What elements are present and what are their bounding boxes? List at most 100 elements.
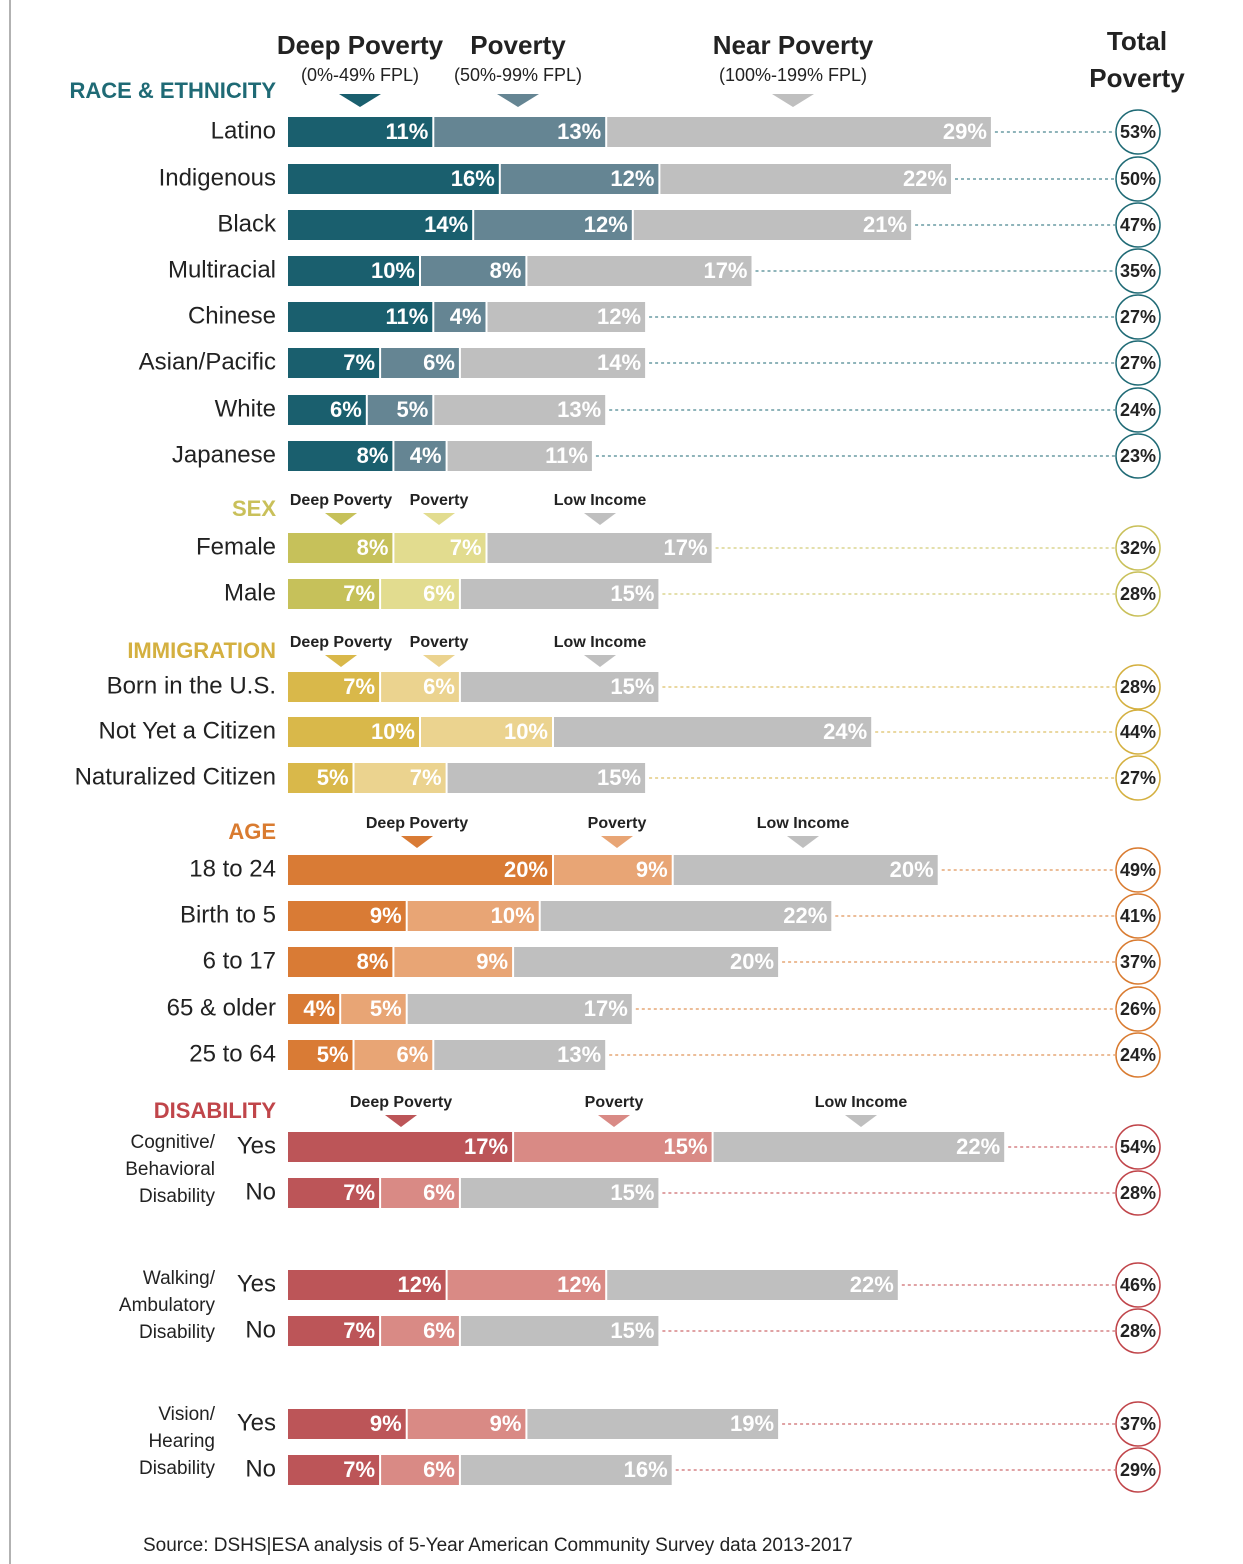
bar-segment [288,1178,380,1208]
category-label: Cognitive/ [131,1132,216,1153]
category-label: Disability [139,1186,216,1207]
value-label: 8% [490,258,522,283]
source: Source: DSHS|ESA analysis of 5-Year Amer… [143,1535,853,1556]
legend-marker [423,513,455,525]
bar-segment [381,348,459,378]
bar-segment [288,1132,513,1162]
legend-marker [772,94,814,107]
value-label: 20% [730,949,774,974]
row-label: Birth to 5 [180,901,276,928]
legend-label: Poverty [588,815,647,832]
total-label: 28% [1120,677,1156,697]
value-label: 6% [423,350,455,375]
bar-segment [514,947,779,977]
total-label: 44% [1120,722,1156,742]
category-label: Behavioral [125,1159,215,1180]
value-label: 20% [890,857,934,882]
total-circle [1115,1032,1161,1078]
value-label: 7% [343,581,375,606]
group-header: DISABILITY [154,1098,277,1123]
value-label: 15% [610,674,654,699]
bar-segment [354,1040,433,1070]
total-label: 27% [1120,768,1156,788]
legend-label: Deep Poverty [290,634,392,651]
row-label: 18 to 24 [189,855,276,882]
bar-segment [460,348,646,378]
legend-label: Low Income [554,492,647,509]
row-label: Asian/Pacific [139,348,276,375]
total-label: 26% [1120,999,1156,1019]
total-label: 32% [1120,538,1156,558]
value-label: 17% [584,996,628,1021]
legend-marker [584,513,616,525]
bar-segment [288,117,433,147]
bar-segment [527,256,752,286]
value-label: 17% [464,1134,508,1159]
bar-segment [607,1270,898,1300]
value-label: 10% [371,719,415,744]
value-label: 17% [664,535,708,560]
value-label: 14% [597,350,641,375]
bar-segment [288,717,419,747]
bar-segment [288,763,353,793]
bar-segment [381,1455,459,1485]
total-circle [1115,1170,1161,1216]
value-label: 4% [450,304,482,329]
bar-segment [434,1040,606,1070]
value-label: 7% [410,765,442,790]
bar-segment [394,441,446,471]
bar-segment [673,855,938,885]
bar-segment [447,763,646,793]
bar-segment [354,763,446,793]
value-label: 12% [610,166,654,191]
value-label: 16% [451,166,495,191]
group-header: RACE & ETHNICITY [69,78,276,103]
bar-segment [407,1409,526,1439]
total-circle [1115,664,1161,710]
value-label: 13% [557,397,601,422]
row-label: Yes [237,1270,276,1297]
value-label: 4% [303,996,335,1021]
legend-label: Poverty [410,634,469,651]
total-label: 50% [1120,169,1156,189]
legend-label: Low Income [554,634,647,651]
legend-label: Low Income [815,1094,908,1111]
bar-segment [447,1270,606,1300]
row-label: Yes [237,1409,276,1436]
total-circle [1115,294,1161,340]
bar-segment [407,994,632,1024]
bar-segment [394,533,486,563]
legend-label: Near Poverty [713,30,874,60]
value-label: 12% [584,212,628,237]
value-label: 12% [398,1272,442,1297]
row-label: 25 to 64 [189,1040,276,1067]
total-circle [1115,433,1161,479]
value-label: 8% [357,535,389,560]
row-label: Chinese [188,302,276,329]
value-label: 6% [423,1180,455,1205]
value-label: 10% [491,903,535,928]
bar-segment [434,395,606,425]
value-label: 22% [783,903,827,928]
bar-segment [341,994,406,1024]
total-label: 37% [1120,952,1156,972]
total-circle [1115,248,1161,294]
bar-segment [381,1178,459,1208]
bar-segment [540,901,832,931]
total-label: 23% [1120,446,1156,466]
total-label: 54% [1120,1137,1156,1157]
bar-segment [381,579,459,609]
bar-segment [487,533,712,563]
bar-segment [367,395,433,425]
legend-marker [339,94,381,107]
row-label: 65 & older [167,994,276,1021]
value-label: 6% [423,1457,455,1482]
value-label: 13% [557,119,601,144]
bar-segment [633,210,912,240]
value-label: 5% [397,397,429,422]
value-label: 19% [730,1411,774,1436]
value-label: 7% [343,1457,375,1482]
value-label: 17% [703,258,747,283]
bar-segment [288,1270,446,1300]
legend-label: Poverty [470,30,566,60]
